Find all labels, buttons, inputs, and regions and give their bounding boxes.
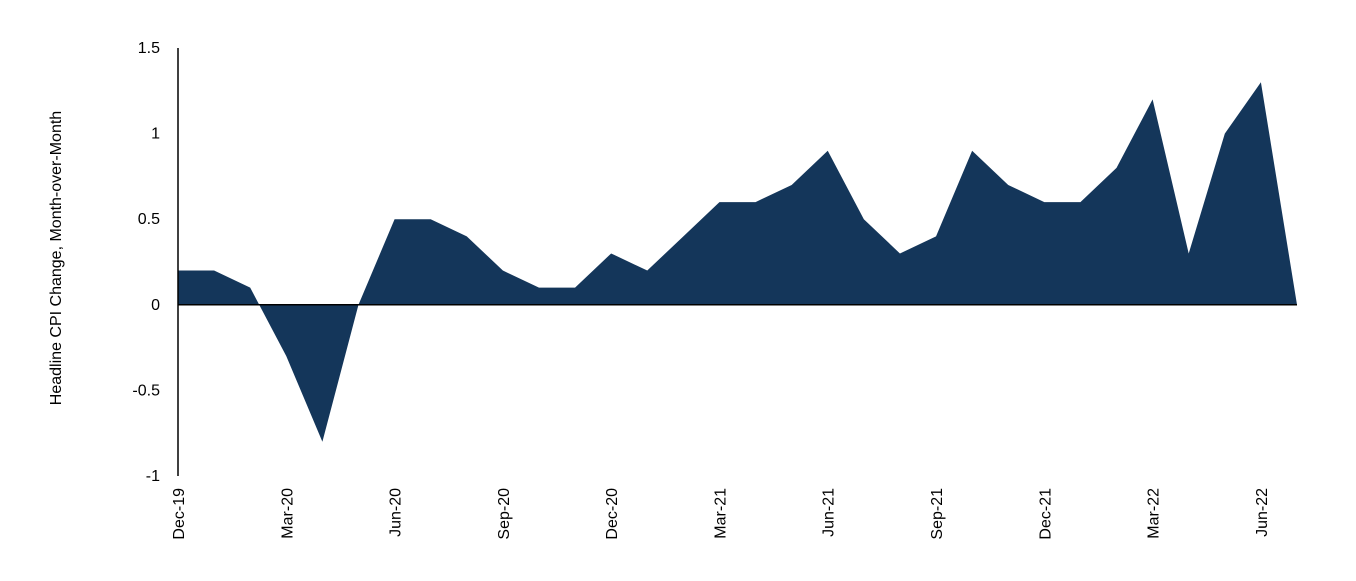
x-tick-label: Sep-21	[929, 488, 946, 540]
x-tick-label: Sep-20	[496, 488, 513, 540]
x-tick-label: Mar-20	[279, 488, 296, 539]
y-tick-label: 0	[151, 297, 160, 314]
y-tick-label: 1.5	[138, 40, 160, 57]
area-layer	[178, 82, 1297, 442]
x-tick-label: Dec-20	[604, 488, 621, 540]
x-tick-label: Dec-21	[1037, 488, 1054, 540]
x-tick-label: Mar-21	[713, 488, 730, 539]
x-tick-label: Jun-20	[388, 488, 405, 537]
y-tick-label: -1	[146, 468, 160, 485]
x-tick-label: Jun-21	[821, 488, 838, 537]
x-tick-labels: Dec-19 Mar-20 Jun-20 Sep-20 Dec-20 Mar-21 Jun-…	[171, 488, 1271, 540]
y-tick-labels: 1.5 1 0.5 0 -0.5 -1	[132, 40, 160, 485]
y-tick-label: -0.5	[132, 382, 160, 399]
x-tick-label: Dec-19	[171, 488, 188, 540]
x-tick-label: Jun-22	[1254, 488, 1271, 537]
y-tick-label: 0.5	[138, 211, 160, 228]
axis-layer	[177, 48, 1297, 476]
x-tick-label: Mar-22	[1146, 488, 1163, 539]
y-axis-title: Headline CPI Change, Month-over-Month	[48, 111, 65, 405]
y-tick-label: 1	[151, 126, 160, 143]
cpi-area-series	[178, 82, 1297, 442]
